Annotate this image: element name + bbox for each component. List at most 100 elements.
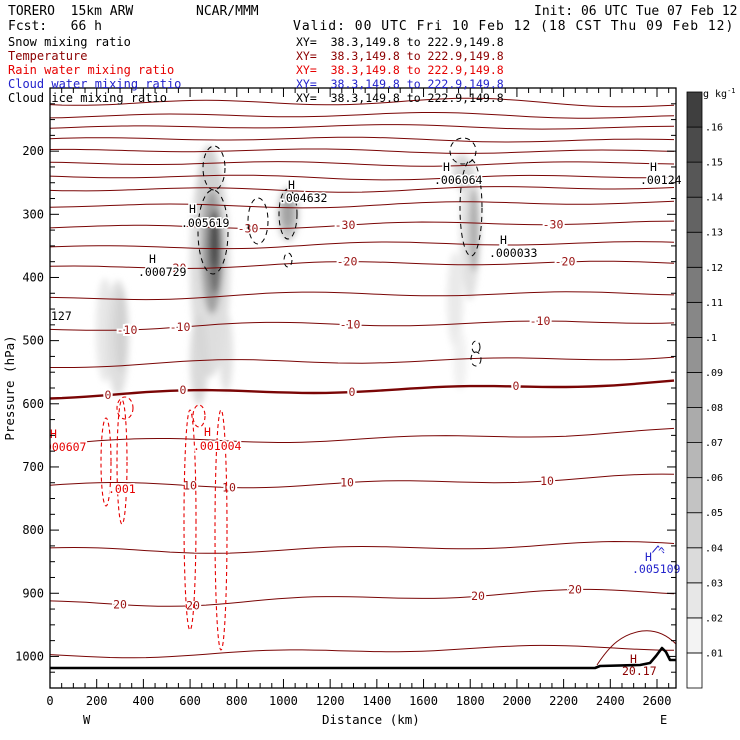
svg-text:H: H — [645, 550, 652, 564]
svg-text:.001: .001 — [108, 482, 136, 496]
legend-row-cloud-ice: Cloud ice mixing ratio XY= 38.3,149.8 to… — [0, 91, 740, 105]
init-time: Init: 06 UTC Tue 07 Feb 12 — [534, 4, 738, 19]
svg-text:600: 600 — [22, 397, 44, 411]
svg-text:0: 0 — [105, 388, 112, 402]
svg-text:1800: 1800 — [456, 694, 485, 708]
colorbar-units: g kg-1 — [703, 87, 736, 100]
svg-text:.08: .08 — [705, 403, 723, 414]
field-xy-range: XY= 38.3,149.8 to 222.9,149.8 — [296, 77, 504, 91]
svg-text:10: 10 — [222, 480, 236, 494]
svg-text:0: 0 — [180, 383, 187, 397]
svg-text:.12: .12 — [705, 263, 723, 274]
svg-text:20.17: 20.17 — [622, 664, 657, 678]
svg-text:H: H — [630, 652, 637, 666]
svg-text:.04: .04 — [705, 543, 723, 554]
svg-text:H: H — [149, 252, 156, 266]
legend-row-rain: Rain water mixing ratio XY= 38.3,149.8 t… — [0, 63, 740, 77]
temperature-contour-labels: -30 -30 -30-20 -20 -20-10 -10 -10 -100 0 0 010 10 10… — [103, 215, 657, 678]
svg-text:10: 10 — [340, 475, 354, 489]
svg-text:.000729: .000729 — [138, 265, 187, 279]
svg-text:.001004: .001004 — [193, 439, 242, 453]
svg-text:.01: .01 — [705, 648, 723, 659]
svg-text:Distance (km): Distance (km) — [322, 712, 420, 727]
svg-text:.00124: .00124 — [640, 173, 682, 187]
svg-text:-10: -10 — [117, 323, 138, 337]
svg-text:.004632: .004632 — [279, 191, 327, 205]
svg-text:400: 400 — [22, 270, 44, 284]
svg-text:1000: 1000 — [15, 649, 44, 663]
legend-row-snow: Snow mixing ratio XY= 38.3,149.8 to 222.… — [0, 35, 740, 49]
svg-text:.005109: .005109 — [632, 562, 681, 576]
svg-text:H: H — [500, 233, 507, 247]
svg-text:Pressure (hPa): Pressure (hPa) — [2, 335, 17, 440]
svg-text:H: H — [650, 160, 657, 174]
svg-text:400: 400 — [133, 694, 155, 708]
svg-text:20: 20 — [113, 597, 127, 611]
svg-text:300: 300 — [22, 207, 44, 221]
svg-text:^: ^ — [658, 545, 665, 559]
svg-text:H: H — [288, 178, 295, 192]
field-label: Rain water mixing ratio — [8, 63, 175, 77]
svg-text:800: 800 — [226, 694, 248, 708]
field-xy-range: XY= 38.3,149.8 to 222.9,149.8 — [296, 63, 504, 77]
svg-text:500: 500 — [22, 334, 44, 348]
svg-text:.16: .16 — [705, 123, 723, 134]
cloud-water-labels: H ^ .005109 — [631, 544, 682, 578]
svg-text:-10: -10 — [340, 318, 361, 332]
field-xy-range: XY= 38.3,149.8 to 222.9,149.8 — [296, 91, 504, 105]
svg-text:200: 200 — [86, 694, 108, 708]
svg-text:1200: 1200 — [316, 694, 345, 708]
legend-row-temperature: Temperature XY= 38.3,149.8 to 222.9,149.… — [0, 49, 740, 63]
svg-text:.05: .05 — [705, 508, 723, 519]
svg-text:-20: -20 — [166, 261, 187, 275]
svg-text:.11: .11 — [705, 298, 723, 309]
colorbar: .01 .02 .03 .04 .05 .06 .07 .08 .09 .1 .11 .12 .13 .1… — [686, 87, 736, 689]
svg-text:600: 600 — [179, 694, 201, 708]
x-axis-labels: 0 200 400 600 800 1000 1200 1400 1600 1800 2000 220… — [46, 694, 671, 727]
svg-text:.02: .02 — [705, 613, 723, 624]
field-label: Snow mixing ratio — [8, 35, 131, 49]
svg-text:800: 800 — [22, 523, 44, 537]
svg-text:H: H — [189, 202, 196, 216]
forecast-hour: Fcst: 66 h — [8, 19, 102, 34]
svg-text:2600: 2600 — [643, 694, 672, 708]
svg-text:.005619: .005619 — [181, 216, 230, 230]
svg-text:E: E — [660, 713, 667, 727]
svg-text:0: 0 — [46, 694, 53, 708]
svg-text:20: 20 — [568, 582, 582, 596]
svg-text:-10: -10 — [170, 320, 191, 334]
svg-text:.000033: .000033 — [489, 246, 538, 260]
svg-text:.07: .07 — [705, 438, 723, 449]
svg-text:1400: 1400 — [362, 694, 391, 708]
svg-text:0: 0 — [349, 385, 356, 399]
legend-row-cloud-water: Cloud water mixing ratio XY= 38.3,149.8 … — [0, 77, 740, 91]
svg-text:10: 10 — [183, 478, 197, 492]
svg-text:H: H — [443, 160, 450, 174]
svg-text:2400: 2400 — [596, 694, 625, 708]
snow-max-labels: H.005619H.004632H.006064H.00124H.000033H… — [50, 159, 684, 325]
svg-text:127: 127 — [51, 309, 72, 323]
svg-text:0: 0 — [513, 379, 520, 393]
svg-text:-30: -30 — [543, 217, 564, 231]
valid-time: Valid: 00 UTC Fri 10 Feb 12 (18 CST Thu … — [293, 19, 735, 34]
svg-text:.15: .15 — [705, 158, 723, 169]
field-label: Cloud water mixing ratio — [8, 77, 182, 91]
svg-text:1000: 1000 — [269, 694, 298, 708]
temperature-contours — [50, 97, 676, 666]
svg-text:H: H — [50, 427, 57, 441]
svg-text:.03: .03 — [705, 578, 723, 589]
svg-text:-10: -10 — [530, 314, 551, 328]
svg-text:-30: -30 — [335, 218, 356, 232]
svg-text:1600: 1600 — [409, 694, 438, 708]
y-axis-labels: 200 300 400 500 600 700 800 900 1000 Pressure (hP… — [2, 144, 44, 663]
field-xy-range: XY= 38.3,149.8 to 222.9,149.8 — [296, 35, 504, 49]
svg-text:.006064: .006064 — [434, 173, 483, 187]
svg-text:200: 200 — [22, 144, 44, 158]
svg-text:.06: .06 — [705, 473, 723, 484]
field-label: Cloud ice mixing ratio — [8, 91, 167, 105]
snow-contours — [197, 137, 483, 367]
field-label: Temperature — [8, 49, 88, 63]
